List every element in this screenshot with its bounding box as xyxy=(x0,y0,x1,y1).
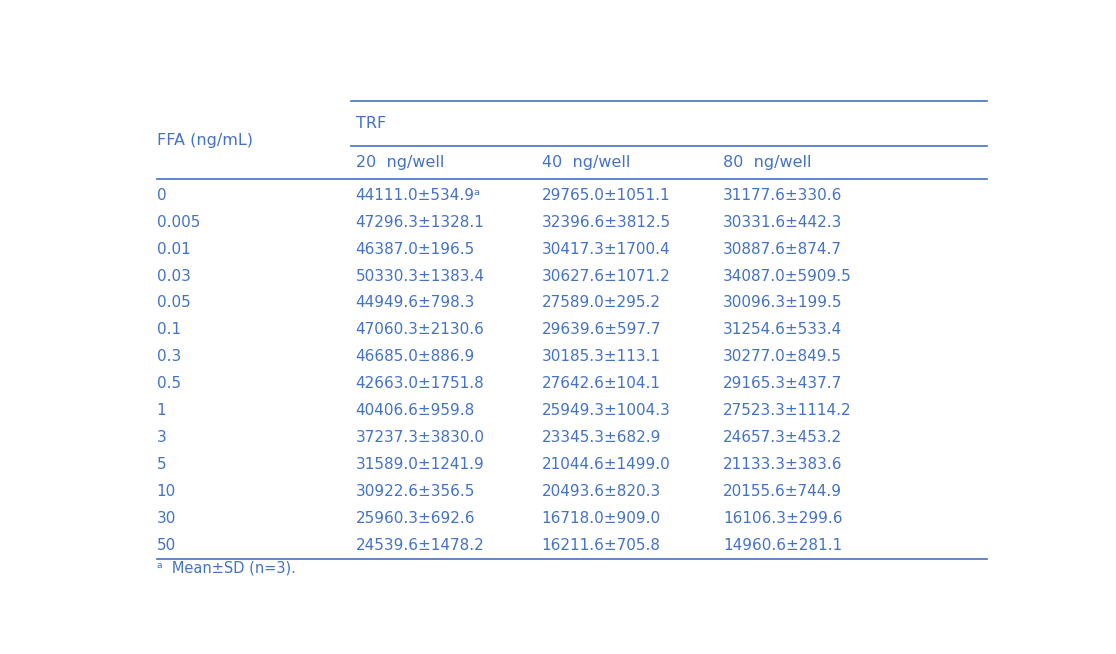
Text: 46387.0±196.5: 46387.0±196.5 xyxy=(356,241,475,256)
Text: 27589.0±295.2: 27589.0±295.2 xyxy=(541,296,661,311)
Text: 5: 5 xyxy=(156,457,166,472)
Text: 29639.6±597.7: 29639.6±597.7 xyxy=(541,322,661,337)
Text: 31254.6±533.4: 31254.6±533.4 xyxy=(723,322,843,337)
Text: 0.01: 0.01 xyxy=(156,241,191,256)
Text: 31589.0±1241.9: 31589.0±1241.9 xyxy=(356,457,484,472)
Text: 30922.6±356.5: 30922.6±356.5 xyxy=(356,484,475,499)
Text: 3: 3 xyxy=(156,430,166,445)
Text: 21133.3±383.6: 21133.3±383.6 xyxy=(723,457,843,472)
Text: 10: 10 xyxy=(156,484,176,499)
Text: 0.005: 0.005 xyxy=(156,215,200,230)
Text: 24657.3±453.2: 24657.3±453.2 xyxy=(723,430,843,445)
Text: FFA (ng/mL): FFA (ng/mL) xyxy=(156,133,253,148)
Text: 30: 30 xyxy=(156,511,176,526)
Text: 20  ng/well: 20 ng/well xyxy=(356,156,444,170)
Text: 23345.3±682.9: 23345.3±682.9 xyxy=(541,430,661,445)
Text: 0.3: 0.3 xyxy=(156,349,181,364)
Text: 29765.0±1051.1: 29765.0±1051.1 xyxy=(541,188,671,203)
Text: 16718.0±909.0: 16718.0±909.0 xyxy=(541,511,661,526)
Text: 30277.0±849.5: 30277.0±849.5 xyxy=(723,349,843,364)
Text: 20493.6±820.3: 20493.6±820.3 xyxy=(541,484,661,499)
Text: 47296.3±1328.1: 47296.3±1328.1 xyxy=(356,215,484,230)
Text: 40406.6±959.8: 40406.6±959.8 xyxy=(356,404,475,418)
Text: 29165.3±437.7: 29165.3±437.7 xyxy=(723,376,843,391)
Text: 47060.3±2130.6: 47060.3±2130.6 xyxy=(356,322,484,337)
Text: 30185.3±113.1: 30185.3±113.1 xyxy=(541,349,661,364)
Text: 80  ng/well: 80 ng/well xyxy=(723,156,811,170)
Text: 0.5: 0.5 xyxy=(156,376,181,391)
Text: 27642.6±104.1: 27642.6±104.1 xyxy=(541,376,661,391)
Text: 31177.6±330.6: 31177.6±330.6 xyxy=(723,188,843,203)
Text: 30887.6±874.7: 30887.6±874.7 xyxy=(723,241,843,256)
Text: 0: 0 xyxy=(156,188,166,203)
Text: 30331.6±442.3: 30331.6±442.3 xyxy=(723,215,843,230)
Text: 44949.6±798.3: 44949.6±798.3 xyxy=(356,296,475,311)
Text: 0.05: 0.05 xyxy=(156,296,191,311)
Text: 21044.6±1499.0: 21044.6±1499.0 xyxy=(541,457,671,472)
Text: 40  ng/well: 40 ng/well xyxy=(541,156,631,170)
Text: 16106.3±299.6: 16106.3±299.6 xyxy=(723,511,843,526)
Text: ᵃ  Mean±SD (n=3).: ᵃ Mean±SD (n=3). xyxy=(156,560,296,576)
Text: 20155.6±744.9: 20155.6±744.9 xyxy=(723,484,843,499)
Text: 50330.3±1383.4: 50330.3±1383.4 xyxy=(356,269,484,284)
Text: 24539.6±1478.2: 24539.6±1478.2 xyxy=(356,538,484,553)
Text: 50: 50 xyxy=(156,538,176,553)
Text: 30627.6±1071.2: 30627.6±1071.2 xyxy=(541,269,671,284)
Text: 1: 1 xyxy=(156,404,166,418)
Text: 32396.6±3812.5: 32396.6±3812.5 xyxy=(541,215,671,230)
Text: 46685.0±886.9: 46685.0±886.9 xyxy=(356,349,475,364)
Text: 16211.6±705.8: 16211.6±705.8 xyxy=(541,538,661,553)
Text: 34087.0±5909.5: 34087.0±5909.5 xyxy=(723,269,852,284)
Text: 44111.0±534.9ᵃ: 44111.0±534.9ᵃ xyxy=(356,188,481,203)
Text: 27523.3±1114.2: 27523.3±1114.2 xyxy=(723,404,852,418)
Text: TRF: TRF xyxy=(356,116,386,131)
Text: 30096.3±199.5: 30096.3±199.5 xyxy=(723,296,843,311)
Text: 0.1: 0.1 xyxy=(156,322,181,337)
Text: 25960.3±692.6: 25960.3±692.6 xyxy=(356,511,475,526)
Text: 30417.3±1700.4: 30417.3±1700.4 xyxy=(541,241,671,256)
Text: 42663.0±1751.8: 42663.0±1751.8 xyxy=(356,376,484,391)
Text: 37237.3±3830.0: 37237.3±3830.0 xyxy=(356,430,484,445)
Text: 25949.3±1004.3: 25949.3±1004.3 xyxy=(541,404,671,418)
Text: 0.03: 0.03 xyxy=(156,269,191,284)
Text: 14960.6±281.1: 14960.6±281.1 xyxy=(723,538,843,553)
